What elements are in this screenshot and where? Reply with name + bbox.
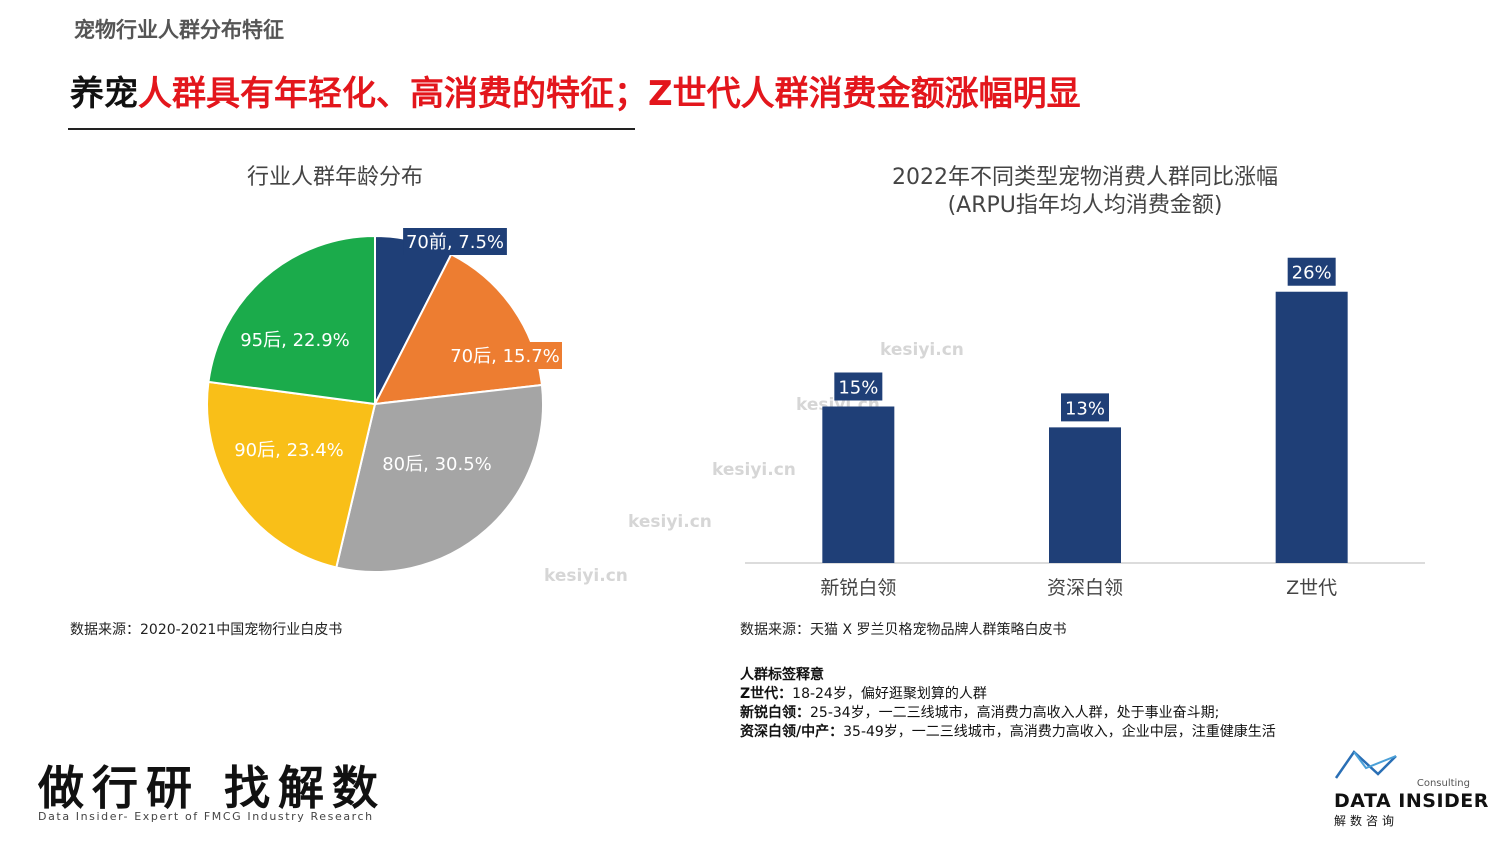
watermark-text: kesiyi.cn: [880, 340, 964, 360]
pie-source-note: 数据来源：2020-2021中国宠物行业白皮书: [70, 622, 343, 638]
bar-category-label: 新锐白领: [820, 577, 896, 599]
headline-part-black: 养宠: [70, 74, 138, 114]
logo-consulting: Consulting: [1416, 778, 1470, 789]
headline-part-red-1: 人群具有年轻化、高消费的特征；: [138, 74, 648, 114]
bar-value-label-box: [834, 372, 883, 401]
bar-value-label: 15%: [838, 378, 878, 399]
definition-row: 新锐白领：25-34岁，一二三线城市，高消费力高收入人群，处于事业奋斗期;: [740, 704, 1276, 723]
data-insider-logo: Consulting DATA INSIDER 解数咨询: [1326, 748, 1488, 832]
definition-text: 25-34岁，一二三线城市，高消费力高收入人群，处于事业奋斗期;: [810, 705, 1220, 721]
headline: 养宠人群具有年轻化、高消费的特征；Z世代人群消费金额涨幅明显: [70, 66, 1081, 115]
logo-name: DATA INSIDER: [1334, 790, 1489, 812]
bar-value-label-box: [1061, 393, 1109, 422]
pie-slice-80后: [335, 383, 544, 573]
bar-source-note: 数据来源：天猫 X 罗兰贝格宠物品牌人群策略白皮书: [740, 622, 1067, 638]
watermark-text: kesiyi.cn: [544, 566, 628, 586]
definition-text: 18-24岁，偏好逛聚划算的人群: [792, 686, 987, 702]
bar-chart-title: 2022年不同类型宠物消费人群同比涨幅 (ARPU指年均人均消费金额): [800, 164, 1370, 220]
bar-value-label: 26%: [1292, 263, 1332, 284]
label-definitions: 人群标签释意 Z世代：18-24岁，偏好逛聚划算的人群 新锐白领：25-34岁，…: [740, 666, 1276, 742]
definition-key: 新锐白领：: [740, 705, 810, 721]
pie-data-label: 70后, 15.7%: [450, 346, 560, 367]
bar-category-label: 资深白领: [1047, 577, 1123, 599]
headline-divider: [68, 128, 635, 130]
pie-data-label: 80后, 30.5%: [382, 454, 492, 475]
pie-slice-90后: [206, 380, 377, 569]
watermark-text: kesiyi.cn: [628, 512, 712, 532]
definition-key: 资深白领/中产：: [740, 724, 844, 740]
logo-cn: 解数咨询: [1334, 814, 1399, 828]
bar-value-label-box: [1287, 257, 1336, 286]
brand-slogan: 做行研 找解数: [38, 761, 387, 815]
bar-新锐白领: [822, 406, 895, 563]
bar-value-label: 13%: [1065, 398, 1105, 419]
bar-资深白领: [1049, 427, 1121, 563]
pie-label-box: [448, 342, 562, 369]
pie-data-label: 90后, 23.4%: [234, 440, 344, 461]
definition-row: Z世代：18-24岁，偏好逛聚划算的人群: [740, 685, 1276, 704]
definition-row: 资深白领/中产：35-49岁，一二三线城市，高消费力高收入，企业中层，注重健康生…: [740, 723, 1276, 742]
section-title: 宠物行业人群分布特征: [74, 18, 284, 42]
headline-part-red-2: Z世代人群消费金额涨幅明显: [648, 74, 1081, 114]
definition-text: 35-49岁，一二三线城市，高消费力高收入，企业中层，注重健康生活: [843, 724, 1276, 740]
logo-mark-icon: [1334, 750, 1397, 779]
pie-data-label: 70前, 7.5%: [406, 232, 504, 253]
label-definitions-title: 人群标签释意: [740, 667, 824, 683]
pie-chart-title: 行业人群年龄分布: [246, 165, 423, 190]
bar-chart-subtitle: (ARPU指年均人均消费金额): [947, 193, 1223, 218]
pie-label-box: [403, 228, 507, 255]
bar-category-label: Z世代: [1286, 577, 1337, 599]
brand-tagline: Data Insider- Expert of FMCG Industry Re…: [38, 810, 374, 823]
bar-Z世代: [1275, 291, 1348, 563]
definition-key: Z世代：: [740, 686, 793, 702]
bar-chart-title-line1: 2022年不同类型宠物消费人群同比涨幅: [892, 165, 1278, 190]
pie-data-label: 95后, 22.9%: [240, 330, 350, 351]
watermark-text: kesiyi.cn: [712, 460, 796, 480]
pie-slice-95后: [207, 234, 376, 406]
